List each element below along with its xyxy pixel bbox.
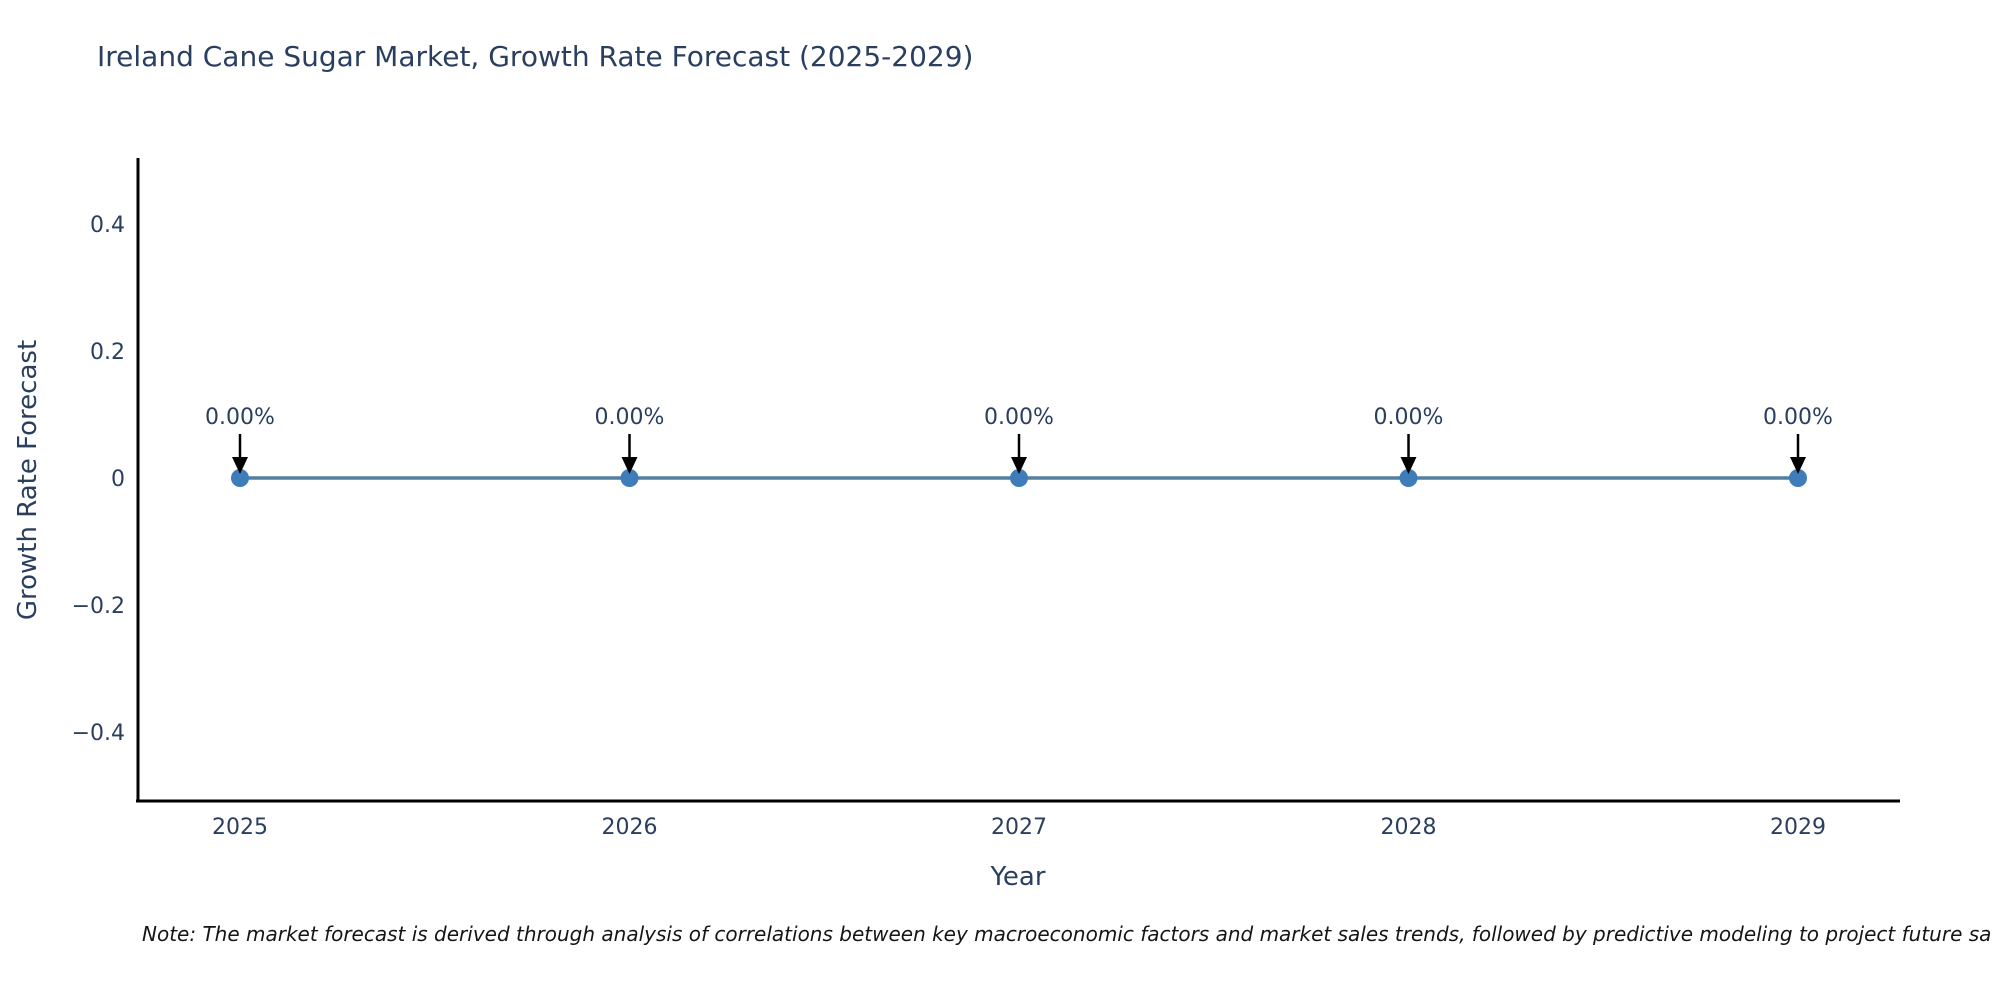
x-tick-label: 2025 <box>212 815 268 840</box>
data-point-marker <box>1010 469 1028 487</box>
annotation-arrow-head <box>621 457 638 474</box>
x-tick-label: 2027 <box>991 815 1047 840</box>
data-series-line <box>231 469 1807 487</box>
y-tick-labels: 0.4 0.2 0 −0.2 −0.4 <box>72 213 125 746</box>
chart-title: Ireland Cane Sugar Market, Growth Rate F… <box>97 40 974 73</box>
annotation-arrow-head <box>232 457 248 474</box>
y-tick-label: −0.2 <box>72 594 125 619</box>
point-value-label: 0.00% <box>205 405 275 430</box>
point-value-label: 0.00% <box>1374 405 1444 430</box>
point-value-label: 0.00% <box>1763 405 1833 430</box>
point-annotations: 0.00% 0.00% 0.00% 0.00% 0.00% <box>205 405 1833 474</box>
x-tick-label: 2028 <box>1381 815 1437 840</box>
data-point-marker <box>1789 469 1807 487</box>
x-tick-label: 2026 <box>602 815 658 840</box>
y-tick-label: 0.2 <box>90 340 125 365</box>
data-point-marker <box>620 469 639 487</box>
y-tick-label: −0.4 <box>72 721 125 746</box>
x-axis-title: Year <box>990 862 1046 892</box>
x-tick-labels: 2025 2026 2027 2028 2029 <box>212 815 1826 840</box>
data-point-marker <box>1399 469 1418 487</box>
annotation-arrow-head <box>1400 457 1417 474</box>
point-value-label: 0.00% <box>984 405 1054 430</box>
y-tick-label: 0 <box>111 467 125 492</box>
footnote: Note: The market forecast is derived thr… <box>142 922 1992 946</box>
x-tick-label: 2029 <box>1770 815 1826 840</box>
annotation-arrow-head <box>1790 457 1806 474</box>
y-tick-label: 0.4 <box>90 213 125 238</box>
point-value-label: 0.00% <box>595 405 665 430</box>
annotation-arrow-head <box>1011 457 1027 474</box>
data-point-marker <box>231 469 249 487</box>
